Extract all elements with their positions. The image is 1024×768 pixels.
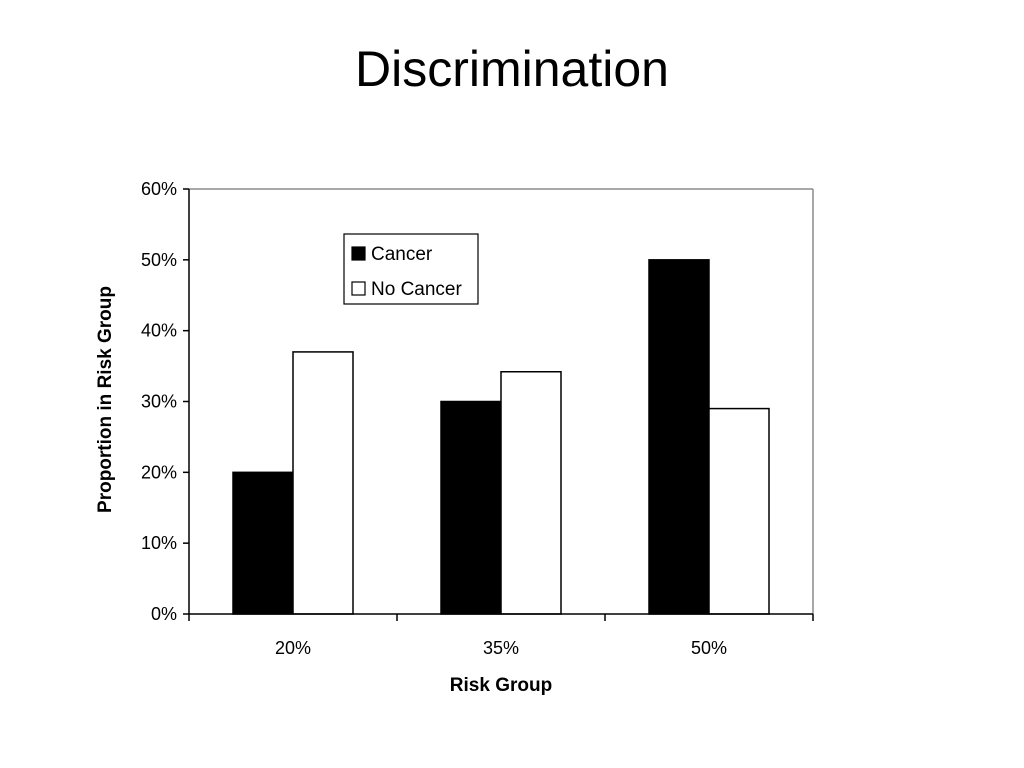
bar-cancer-2 [440,400,502,615]
x-axis-title: Risk Group [450,675,552,696]
bar-no-cancer-1 [292,351,354,615]
bar-cancer-1 [232,471,294,615]
x-tick-label: 50% [691,638,727,658]
chart-title: Discrimination [355,41,669,97]
legend-cancer-swatch [351,246,366,261]
bar-no-cancer-3 [708,407,770,615]
y-axis-title: Proportion in Risk Group [95,286,116,513]
y-tick-label: 20% [141,462,177,482]
y-tick-label: 50% [141,250,177,270]
legend-no-cancer-swatch [351,281,366,296]
y-tick-label: 60% [141,179,177,199]
legend-box [343,233,479,305]
y-tick-label: 40% [141,321,177,341]
y-tick-label: 30% [141,392,177,412]
legend: Cancer No Cancer [343,233,479,305]
bars [232,259,770,615]
x-tick-label: 20% [275,638,311,658]
bar-cancer-3 [648,259,710,615]
legend-no-cancer-label: No Cancer [371,279,462,300]
x-axis: 20% 35% 50% [188,613,814,658]
y-tick-label: 10% [141,533,177,553]
plot-area [189,188,814,614]
x-tick-label: 35% [483,638,519,658]
bar-no-cancer-2 [500,371,562,615]
y-tick-label: 0% [151,604,177,624]
legend-cancer-label: Cancer [371,244,433,265]
y-axis: 0% 10% 20% 30% 40% 50% 60% [141,179,190,624]
